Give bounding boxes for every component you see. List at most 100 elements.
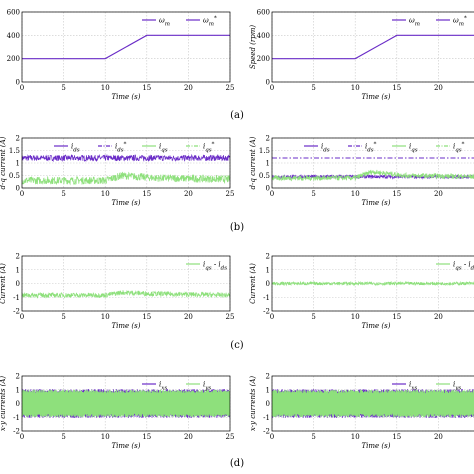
- legend-label: ixs: [159, 381, 167, 392]
- panel-label-a: (a): [230, 110, 244, 121]
- y-tick-label: 0.5: [9, 172, 20, 180]
- legend-label: ωm: [409, 17, 420, 28]
- y-tick-label: 200: [257, 55, 270, 63]
- legend-label: ωm*: [453, 16, 467, 28]
- x-axis-label: Time (s): [112, 93, 141, 101]
- plot-area: [22, 290, 230, 299]
- legend-label: iqs - ids: [203, 261, 227, 272]
- plot-area: [272, 157, 474, 182]
- series-ids-line: [22, 153, 230, 163]
- y-tick-label: 0: [16, 400, 20, 408]
- legend-label: ids: [321, 143, 330, 154]
- y-tick-label: 0: [266, 79, 270, 87]
- chart-b-left: 0 5 10 15 20 25 0 0.5 1 1.5 2 Time (s) d-q current (…: [0, 135, 234, 208]
- x-tick-label: 25: [226, 190, 235, 198]
- x-tick-label: 5: [61, 433, 65, 441]
- legend-label: iys: [203, 381, 211, 392]
- y-tick-label: -1: [13, 414, 20, 422]
- y-tick-label: -2: [263, 308, 270, 316]
- legend-label: ixs: [409, 381, 417, 392]
- x-tick-label: 0: [270, 433, 274, 441]
- series-m-line: [272, 34, 474, 60]
- y-tick-label: 1: [266, 266, 270, 274]
- x-tick-label: 5: [311, 84, 315, 92]
- x-tick-label: 25: [226, 433, 235, 441]
- x-tick-label: 5: [311, 433, 315, 441]
- y-tick-label: 0: [266, 280, 270, 288]
- panel-label-c: (c): [230, 340, 244, 351]
- series-iqs-line: [22, 171, 230, 186]
- y-tick-label: 1: [266, 160, 270, 168]
- y-tick-label: -2: [263, 428, 270, 436]
- series-iqsids-line: [272, 280, 474, 287]
- y-tick-label: 1: [16, 160, 20, 168]
- y-tick-label: -2: [13, 308, 20, 316]
- x-tick-label: 15: [392, 313, 401, 321]
- x-tick-label: 20: [184, 313, 193, 321]
- x-tick-label: 0: [20, 433, 24, 441]
- x-tick-label: 20: [184, 190, 193, 198]
- y-tick-label: 1: [16, 386, 20, 394]
- x-tick-label: 20: [434, 190, 443, 198]
- x-tick-label: 20: [184, 84, 193, 92]
- y-tick-label: -1: [263, 294, 270, 302]
- plot-area: [272, 34, 474, 60]
- legend-label: ids: [71, 143, 80, 154]
- y-tick-label: 1: [266, 386, 270, 394]
- plot-area: [272, 280, 474, 287]
- legend-label: iqs*: [453, 142, 465, 154]
- y-tick-label: 0: [16, 280, 20, 288]
- x-tick-label: 0: [270, 84, 274, 92]
- y-tick-label: 0: [266, 185, 270, 193]
- x-tick-label: 25: [226, 313, 235, 321]
- x-tick-label: 15: [392, 190, 401, 198]
- x-tick-label: 15: [392, 433, 401, 441]
- x-tick-label: 20: [434, 433, 443, 441]
- plot-frame: [271, 255, 474, 312]
- legend-label: ids*: [365, 142, 377, 154]
- x-tick-label: 0: [270, 190, 274, 198]
- y-axis-label: x-y currents (A): [249, 376, 257, 432]
- chart-d-left: 0 5 10 15 20 25 -2 -1 0 1 2 Time (s) x-y currents (A…: [0, 373, 234, 451]
- plot-area: [22, 34, 230, 60]
- y-axis-label: Speed (rpm): [249, 25, 257, 69]
- x-tick-label: 20: [434, 84, 443, 92]
- legend-label: ωm*: [203, 16, 217, 28]
- x-tick-label: 10: [101, 433, 110, 441]
- legend-label: ωm: [159, 17, 170, 28]
- plot-frame: [21, 137, 231, 189]
- y-tick-label: 600: [257, 9, 270, 17]
- x-tick-label: 15: [142, 433, 151, 441]
- y-tick-label: 400: [7, 32, 20, 40]
- x-tick-label: 15: [142, 313, 151, 321]
- series-iqs-line: [272, 169, 474, 182]
- x-tick-label: 0: [20, 313, 24, 321]
- legend-label: iys: [453, 381, 461, 392]
- x-tick-label: 5: [311, 313, 315, 321]
- y-tick-label: 1.5: [9, 147, 20, 155]
- x-tick-label: 0: [20, 84, 24, 92]
- y-tick-label: 0.5: [259, 172, 270, 180]
- x-tick-label: 0: [20, 190, 24, 198]
- x-tick-label: 10: [351, 313, 360, 321]
- x-tick-label: 5: [61, 313, 65, 321]
- legend-label: iqs*: [203, 142, 215, 154]
- legend-label: ids*: [115, 142, 127, 154]
- legend-label: iqs - ids: [453, 261, 474, 272]
- panel-label-b: (b): [230, 222, 244, 233]
- x-tick-label: 15: [392, 84, 401, 92]
- x-tick-label: 10: [351, 433, 360, 441]
- x-tick-label: 10: [101, 313, 110, 321]
- plot-area: [22, 389, 230, 418]
- panel-label-d: (d): [230, 458, 244, 469]
- x-tick-label: 10: [101, 84, 110, 92]
- y-tick-label: 1: [16, 266, 20, 274]
- legend-label: iqs: [159, 143, 168, 154]
- chart-a-left: 0 5 10 15 20 25 0 200 400 600 Time (s) ωm ωm*: [7, 9, 235, 102]
- y-tick-label: 2: [16, 253, 20, 261]
- y-tick-label: 400: [257, 32, 270, 40]
- y-tick-label: 0: [16, 79, 20, 87]
